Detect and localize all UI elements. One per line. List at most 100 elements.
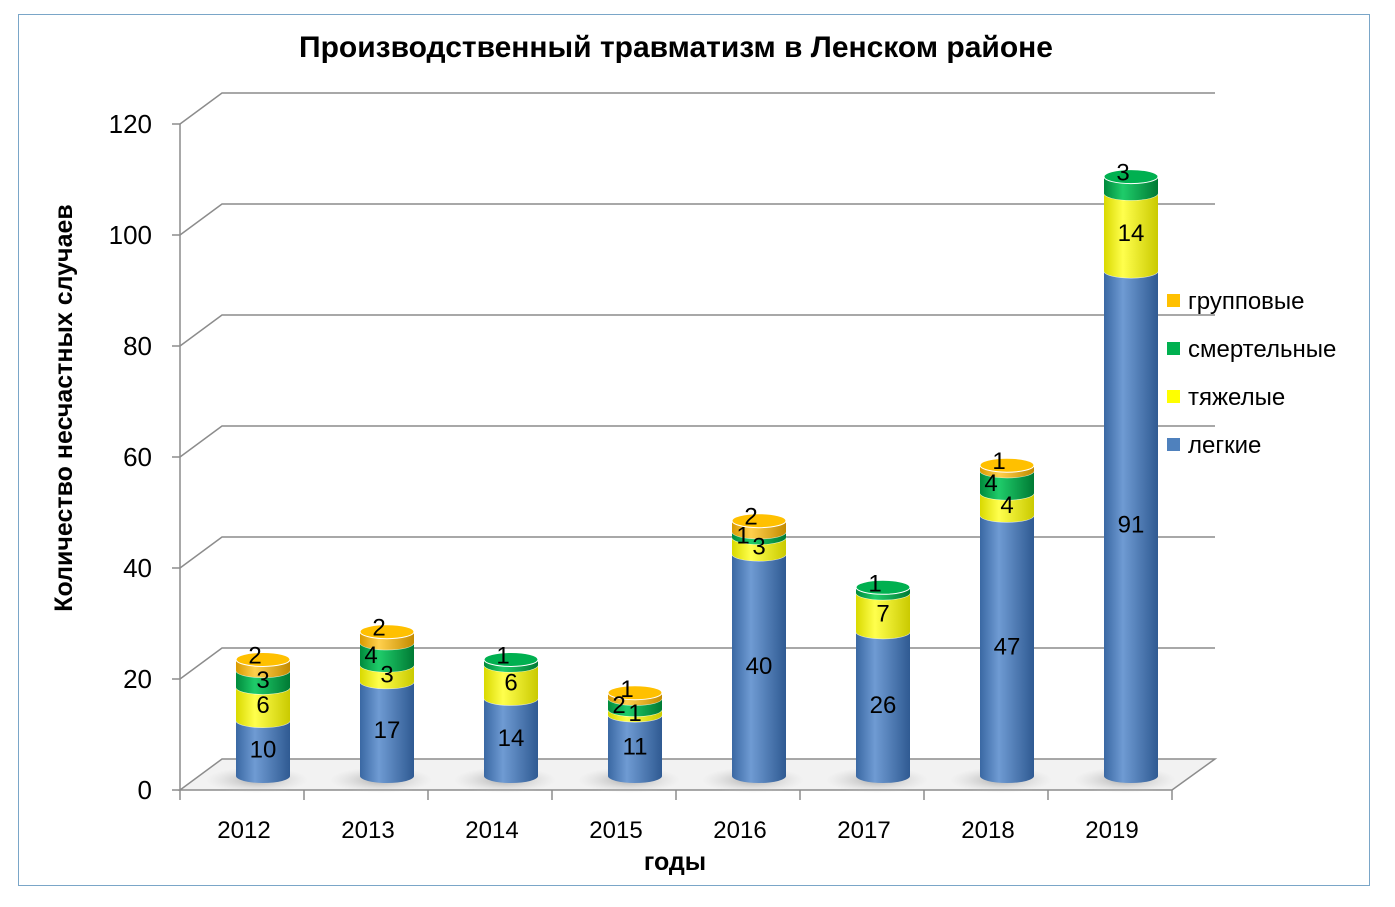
x-tick-label: 2014 <box>465 817 518 844</box>
data-label: 2 <box>248 642 261 669</box>
x-tick-label: 2012 <box>217 817 270 844</box>
y-tick-label: 60 <box>123 442 152 472</box>
y-axis-ticks: 0 20 40 60 80 100 120 <box>109 109 180 805</box>
data-label: 3 <box>1116 160 1129 187</box>
legend-swatch <box>1167 294 1180 307</box>
bar-segment-групповые-2013 <box>359 624 415 650</box>
bar-segment-групповые-2015 <box>607 685 663 706</box>
data-label: 2 <box>372 615 385 642</box>
y-tick-label: 20 <box>123 664 152 694</box>
y-tick-label: 40 <box>123 553 152 583</box>
bar-segment-body <box>1104 176 1158 201</box>
legend-swatch <box>1167 390 1180 403</box>
data-label: 14 <box>1118 220 1145 247</box>
x-axis-ticks: 2012 2013 2014 2015 2016 2017 2018 2019 <box>179 790 1173 844</box>
bar-segment-смертельные-2019 <box>1103 169 1159 201</box>
data-label: 26 <box>870 692 897 719</box>
data-label: 3 <box>380 661 393 688</box>
bar-segment-body <box>608 692 662 706</box>
data-label: 3 <box>256 667 269 694</box>
bar-segment-групповые-2012 <box>235 651 291 678</box>
chart-walls <box>177 124 1218 791</box>
x-tick-label: 2019 <box>1085 817 1138 844</box>
data-label: 47 <box>994 634 1021 661</box>
bar-top-cap <box>607 685 663 701</box>
bar-segment-body <box>856 592 910 639</box>
bar-top-cap <box>235 651 291 667</box>
bar-segment-смертельные-2017 <box>855 579 911 600</box>
legend-item: тяжелые <box>1167 384 1285 411</box>
bar-segment-body <box>236 670 290 695</box>
legend-label: тяжелые <box>1188 384 1285 411</box>
bar-segment-групповые-2016 <box>731 513 787 539</box>
data-label: 2 <box>744 504 757 531</box>
y-tick-label: 0 <box>138 775 152 805</box>
bar-top-cap <box>731 513 787 529</box>
legend-swatch <box>1167 342 1180 355</box>
data-label: 1 <box>620 676 633 703</box>
data-label: 1 <box>628 700 641 727</box>
bar-segment-body <box>360 681 414 783</box>
bar-top-cap <box>483 651 539 667</box>
data-label: 4 <box>364 642 377 669</box>
legend: групповые смертельные тяжелые легкие <box>1167 288 1336 459</box>
bar-segment-body <box>236 720 290 783</box>
bar-segment-body <box>1104 270 1158 783</box>
data-label: 91 <box>1118 511 1145 538</box>
legend-item: смертельные <box>1167 336 1336 363</box>
gridline <box>179 92 1215 125</box>
bar-segment-body <box>608 714 662 783</box>
gridline <box>179 647 1215 680</box>
bar-segment-body <box>732 531 786 545</box>
x-tick-label: 2017 <box>837 817 890 844</box>
bar-segment-body <box>360 642 414 672</box>
x-tick-label: 2015 <box>589 817 642 844</box>
x-tick-label: 2016 <box>713 817 766 844</box>
gridline <box>179 203 1215 236</box>
data-label: 1 <box>868 570 881 597</box>
bar-segment-body <box>732 537 786 561</box>
data-label: 11 <box>623 733 648 760</box>
data-label: 6 <box>504 670 517 697</box>
data-label: 17 <box>374 717 401 744</box>
x-tick-label: 2013 <box>341 817 394 844</box>
legend-label: групповые <box>1188 288 1305 315</box>
bar-segment-body <box>236 659 290 678</box>
bar-segment-body <box>236 687 290 728</box>
data-label: 2 <box>612 692 625 719</box>
data-label: 6 <box>256 692 269 719</box>
legend-item: групповые <box>1167 288 1305 315</box>
gridlines <box>179 92 1215 680</box>
bar-top-cap <box>1103 169 1159 185</box>
bar-segment-групповые-2018 <box>979 457 1035 478</box>
bar-segment-body <box>484 665 538 706</box>
bar-segment-body <box>856 587 910 600</box>
data-label: 4 <box>984 470 997 497</box>
y-axis-title: Количество несчастных случаев <box>50 204 78 612</box>
x-tick-label: 2018 <box>961 817 1014 844</box>
bar-segment-body <box>980 470 1034 500</box>
data-label: 14 <box>498 725 525 752</box>
bar-segment-body <box>484 659 538 672</box>
legend-swatch <box>1167 438 1180 451</box>
legend-label: легкие <box>1188 432 1261 459</box>
bar-segment-смертельные-2014 <box>483 651 539 672</box>
bar-top-cap <box>979 457 1035 473</box>
bar-segment-body <box>360 631 414 650</box>
chart-title: Производственный травматизм в Ленском ра… <box>299 31 1053 64</box>
data-label: 1 <box>496 642 509 669</box>
data-label: 4 <box>1000 492 1013 519</box>
bar-segment-body <box>1104 193 1158 278</box>
bar-segment-body <box>608 709 662 722</box>
x-axis-title: годы <box>644 848 706 876</box>
data-label: 40 <box>746 653 773 680</box>
y-tick-label: 80 <box>123 331 152 361</box>
bar-segment-body <box>980 515 1034 783</box>
gridline <box>179 425 1215 458</box>
bar-segment-body <box>608 698 662 717</box>
bar-segment-body <box>980 465 1034 478</box>
bar-segment-body <box>484 698 538 783</box>
bar-segment-body <box>980 492 1034 523</box>
